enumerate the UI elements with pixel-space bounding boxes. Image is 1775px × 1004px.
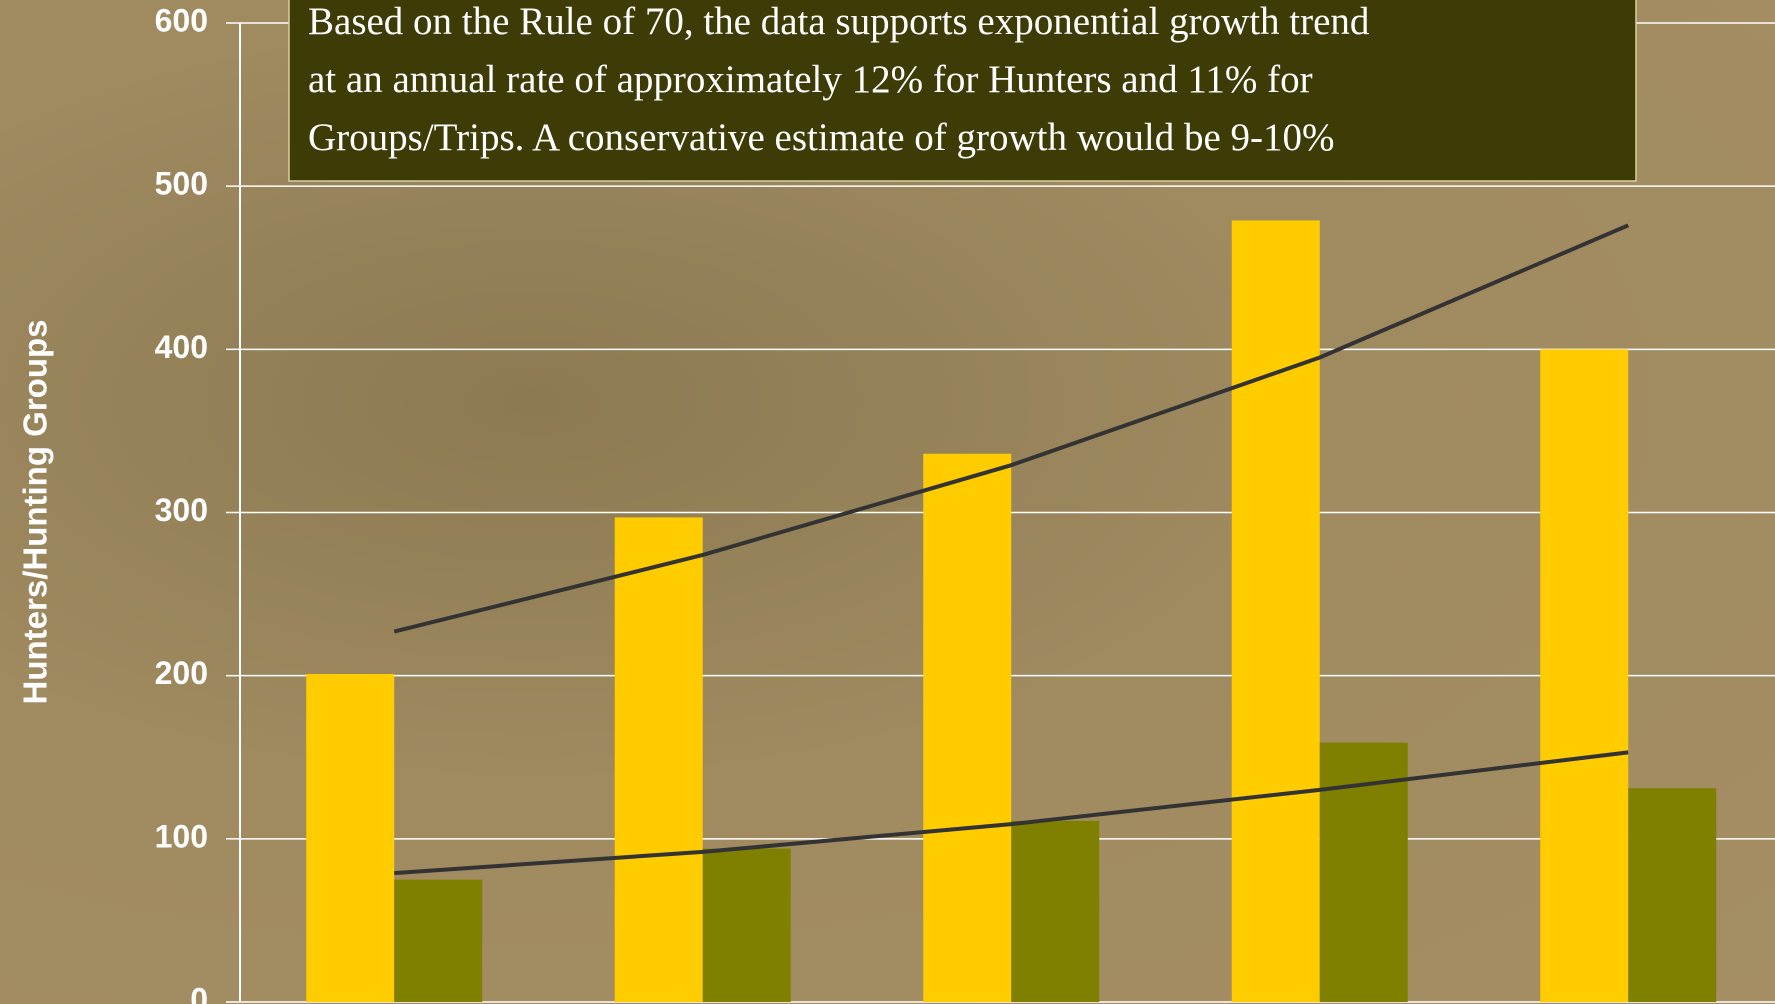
bar (923, 453, 1012, 1002)
y-tick-label: 500 (155, 166, 208, 202)
y-tick-label: 100 (155, 818, 208, 854)
bar (394, 879, 483, 1002)
bar (614, 517, 703, 1002)
bar (1628, 788, 1717, 1002)
bar (702, 848, 791, 1002)
bar (1540, 349, 1629, 1002)
annotation-line: at an annual rate of approximately 12% f… (308, 58, 1313, 101)
y-tick-label: 0 (190, 981, 208, 1004)
annotation-box (288, 0, 1637, 182)
annotation-line: Based on the Rule of 70, the data suppor… (308, 0, 1370, 43)
annotation-line: Groups/Trips. A conservative estimate of… (308, 116, 1335, 159)
y-tick-label: 300 (155, 492, 208, 528)
y-tick-label: 400 (155, 329, 208, 365)
y-axis-label: Hunters/Hunting Groups (17, 320, 54, 705)
bar (1231, 220, 1320, 1003)
plot-area: 0 100 200 300 400 500 600 (155, 2, 1775, 1004)
trend-line (393, 223, 1630, 634)
y-tick-label: 600 (155, 2, 208, 38)
y-tick-label: 200 (155, 655, 208, 691)
bar (306, 674, 395, 1002)
trend-line (394, 750, 1629, 876)
bar (1011, 820, 1100, 1002)
